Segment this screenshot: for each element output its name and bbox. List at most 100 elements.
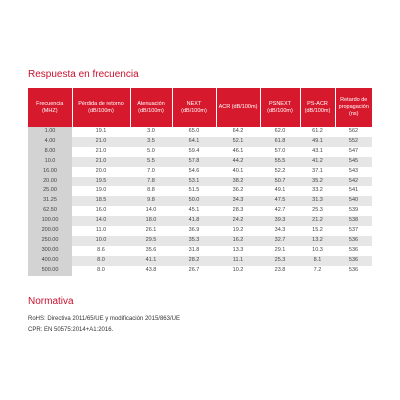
- table-cell: 29.5: [130, 235, 172, 246]
- table-cell: 65.0: [188, 128, 200, 134]
- table-cell: 21.0: [72, 136, 130, 147]
- table-cell: 540: [335, 196, 372, 207]
- table-row: 200.00 11.0 26.1 36.9 19.2 34.3 15.2 537: [28, 226, 372, 236]
- table-cell: 50.0: [172, 196, 216, 207]
- table-row: 100.00 14.0 18.0 41.8 24.2 39.3 21.2 538: [28, 216, 372, 227]
- table-cell: 54.6: [188, 167, 200, 174]
- header-row: Frecuencia (MHZ) Pérdida de retorno (dB/1…: [28, 88, 372, 127]
- table-cell: 35.2: [300, 176, 335, 187]
- table-cell: 37.1: [312, 167, 323, 174]
- table-cell: 552: [335, 136, 372, 147]
- table-row: 20.00 19.5 7.8 53.1 38.2 50.7 35.2 542: [28, 176, 372, 187]
- table-cell: 61.2: [312, 128, 323, 134]
- table-cell: 3.0: [147, 128, 155, 134]
- header-cell: Frecuencia (MHZ): [28, 88, 72, 127]
- table-cell: 51.5: [188, 187, 200, 194]
- table-cell: 3.5: [130, 136, 172, 147]
- table-cell: 8.0: [72, 255, 130, 266]
- table-cell: 23.8: [274, 266, 286, 273]
- table-row: 16.00 20.0 7.0 54.6 40.1 52.2 37.1 543: [28, 166, 372, 177]
- table-cell: 11.1: [216, 255, 260, 266]
- table-cell: 20.0: [95, 167, 107, 174]
- table-cell: 28.2: [172, 255, 216, 266]
- table-cell: 536: [348, 246, 359, 253]
- table-cell: 8.0: [97, 266, 105, 273]
- table-cell: 21.0: [72, 156, 130, 167]
- table-cell: 545: [335, 156, 372, 167]
- table-cell: 29.1: [274, 246, 286, 253]
- table-cell: 24.2: [216, 216, 260, 227]
- header-cell: PS-ACR (dB/100m): [299, 88, 335, 127]
- table-cell: 500.00: [28, 265, 72, 276]
- table-cell: 34.3: [216, 196, 260, 207]
- table-cell: 539: [348, 207, 359, 214]
- table-cell: 43.1: [312, 147, 323, 154]
- table-row: 4.00 21.0 3.5 64.1 52.1 61.8 49.1 552: [28, 136, 372, 147]
- table-cell: 35.3: [172, 235, 216, 246]
- table-row: 1.00 19.1 3.0 65.0 64.2 62.0 61.2 562: [28, 127, 372, 137]
- table-cell: 25.3: [312, 207, 323, 214]
- table-cell: 16.0: [95, 207, 107, 214]
- table-cell: 38.2: [216, 176, 260, 187]
- table-cell: 10.0: [72, 235, 130, 246]
- table-cell: 41.8: [172, 216, 216, 227]
- table-cell: 31.3: [300, 196, 335, 207]
- table-cell: 16.00: [28, 166, 72, 177]
- header-cell: NEXT (dB/100m): [171, 88, 216, 127]
- table-cell: 18.5: [72, 196, 130, 207]
- table-cell: 52.2: [274, 167, 286, 174]
- table-cell: 43.8: [145, 266, 157, 273]
- table-cell: 536: [348, 266, 359, 273]
- table-cell: 547: [348, 147, 359, 154]
- table-cell: 36.2: [232, 187, 244, 194]
- table-cell: 31.8: [188, 246, 200, 253]
- table-row: 250.00 10.0 29.5 35.3 16.2 32.7 13.2 536: [28, 235, 372, 246]
- table-cell: 10.2: [232, 266, 244, 273]
- normativa-line: CPR: EN 50575:2014+A1:2016.: [28, 327, 114, 333]
- section-title: Respuesta en frecuencia: [28, 69, 139, 80]
- table-cell: 25.00: [28, 186, 72, 197]
- table-cell: 46.1: [232, 147, 244, 154]
- table-cell: 15.2: [312, 227, 323, 234]
- table-cell: 41.1: [130, 255, 172, 266]
- table-cell: 57.8: [172, 156, 216, 167]
- table-cell: 536: [335, 255, 372, 266]
- table-row: 10.0 21.0 5.5 57.8 44.2 55.5 41.2 545: [28, 156, 372, 167]
- table-cell: 49.1: [274, 187, 286, 194]
- table-cell: 19.0: [95, 187, 107, 194]
- header-cell: ACR (dB/100m): [215, 88, 260, 127]
- table-row: 300.00 8.6 35.6 31.8 13.3 29.1 10.3 536: [28, 245, 372, 256]
- table-cell: 19.2: [232, 227, 244, 234]
- table-cell: 64.1: [172, 136, 216, 147]
- table-cell: 26.7: [188, 266, 200, 273]
- table-cell: 19.1: [95, 128, 107, 134]
- table-cell: 25.3: [260, 255, 300, 266]
- table-cell: 5.0: [147, 147, 155, 154]
- table-cell: 42.7: [274, 207, 286, 214]
- table-cell: 538: [335, 216, 372, 227]
- table-cell: 13.2: [300, 235, 335, 246]
- table-cell: 16.2: [216, 235, 260, 246]
- header-cell: Atenuación (dB/100m): [129, 88, 172, 127]
- table-cell: 28.3: [232, 207, 244, 214]
- table-cell: 34.3: [274, 227, 286, 234]
- table-cell: 13.3: [232, 246, 244, 253]
- table-cell: 8.00: [28, 146, 72, 157]
- table-cell: 8.8: [147, 187, 155, 194]
- table-cell: 8.1: [300, 255, 335, 266]
- table-cell: 14.0: [72, 216, 130, 227]
- table-cell: 44.2: [216, 156, 260, 167]
- table-cell: 9.8: [130, 196, 172, 207]
- table-cell: 562: [348, 128, 359, 134]
- table-cell: 62.0: [274, 128, 286, 134]
- table-cell: 50.7: [260, 176, 300, 187]
- table-cell: 11.0: [95, 227, 107, 234]
- table-row: 500.00 8.0 43.8 26.7 10.2 23.8 7.2 536: [28, 265, 372, 276]
- table-cell: 49.1: [300, 136, 335, 147]
- table-row: 400.00 8.0 41.1 28.2 11.1 25.3 8.1 536: [28, 255, 372, 266]
- table-cell: 14.0: [145, 207, 157, 214]
- header-cell: Retardo de propagación (ns): [334, 88, 372, 127]
- table-cell: 35.6: [145, 246, 157, 253]
- table-cell: 18.0: [130, 216, 172, 227]
- table-cell: 19.5: [72, 176, 130, 187]
